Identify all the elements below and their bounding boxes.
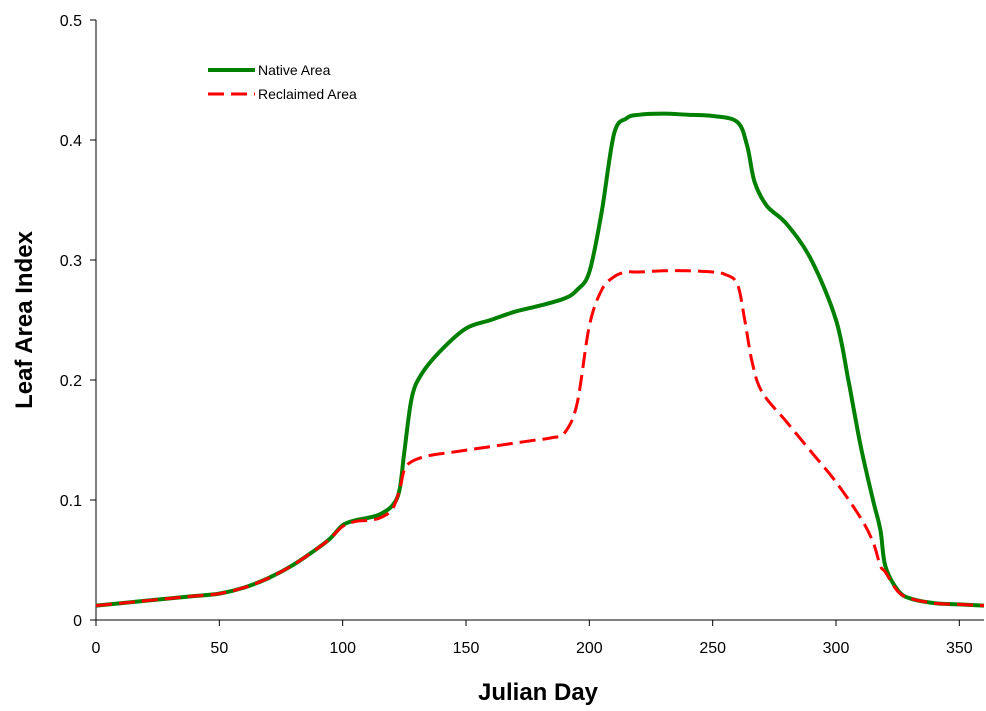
x-tick-label: 150 [453, 640, 480, 657]
legend-label-reclaimed-area: Reclaimed Area [258, 86, 357, 102]
reclaimed-area-series-line [95, 269, 985, 608]
x-tick-label: 50 [210, 640, 228, 657]
x-tick-label: 300 [823, 640, 850, 657]
x-axis-ticks: 0 50 100 150 200 250 300 350 [92, 620, 973, 657]
native-area-series-line [95, 111, 985, 608]
legend-label-native-area: Native Area [258, 62, 331, 78]
y-tick-label: 0.4 [60, 133, 82, 150]
y-axis-title: Leaf Area Index [11, 230, 38, 408]
y-axis-ticks: 0 0.1 0.2 0.3 0.4 0.5 [60, 13, 96, 630]
y-tick-label: 0.5 [60, 13, 82, 30]
x-tick-label: 350 [946, 640, 973, 657]
x-tick-label: 100 [329, 640, 356, 657]
x-tick-label: 200 [576, 640, 603, 657]
y-tick-label: 0.3 [60, 253, 82, 270]
y-tick-label: 0.1 [60, 493, 82, 510]
y-tick-label: 0 [73, 613, 82, 630]
x-tick-label: 0 [92, 640, 101, 657]
x-axis-title: Julian Day [478, 679, 599, 706]
legend: Native Area Reclaimed Area [208, 62, 357, 102]
y-tick-label: 0.2 [60, 373, 82, 390]
series-layer [95, 111, 985, 608]
x-tick-label: 250 [699, 640, 726, 657]
axes [95, 20, 984, 621]
